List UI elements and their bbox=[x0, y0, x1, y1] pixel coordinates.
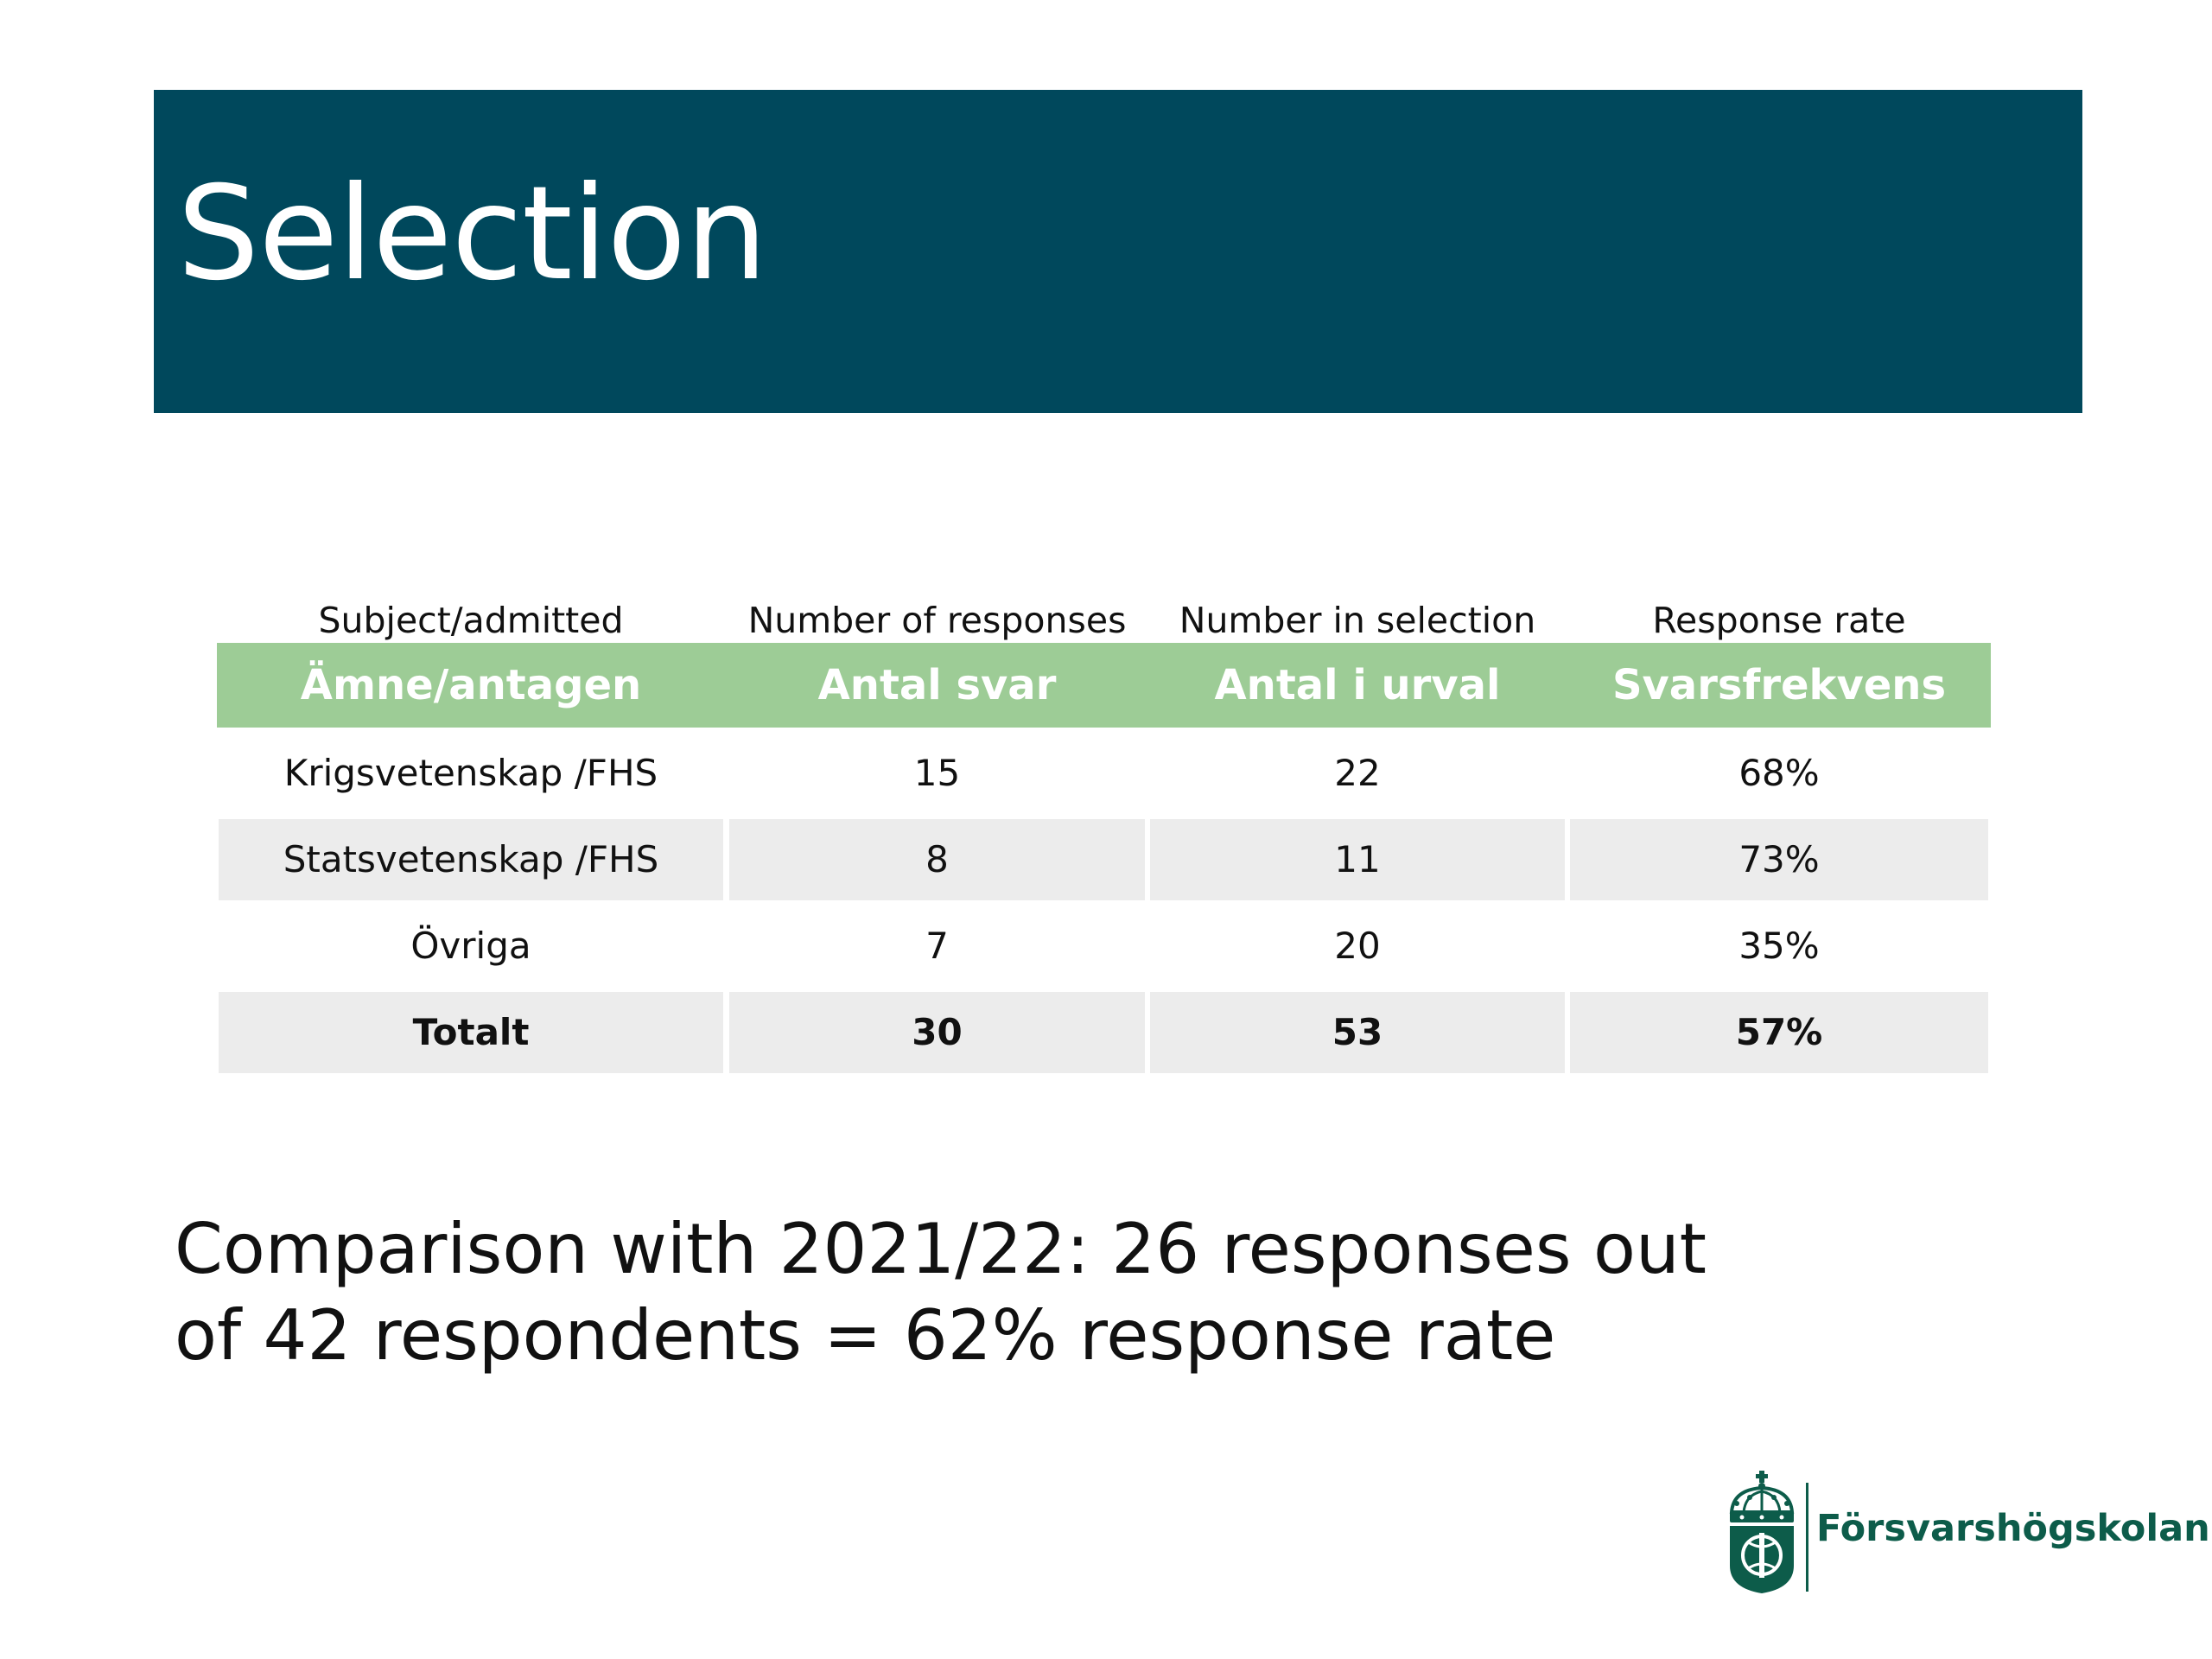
table-cell: 15 bbox=[913, 752, 961, 794]
table-cell: Övriga bbox=[410, 925, 531, 967]
english-header-selection: Number in selection bbox=[1179, 600, 1536, 641]
table-row: Övriga 7 20 35% bbox=[217, 906, 1991, 987]
table-cell: 73% bbox=[1570, 819, 1988, 900]
table-cell: 68% bbox=[1738, 752, 1820, 794]
table-cell: 30 bbox=[729, 992, 1145, 1073]
table-header-cell: Ämne/antagen bbox=[300, 661, 642, 709]
table-header-cell: Antal i urval bbox=[1214, 661, 1501, 709]
english-header-responses: Number of responses bbox=[747, 600, 1127, 641]
comparison-line-1: Comparison with 2021/22: 26 responses ou… bbox=[175, 1209, 1707, 1289]
table-cell: Statsvetenskap /FHS bbox=[219, 819, 723, 900]
table-header-cell: Antal svar bbox=[817, 661, 1057, 709]
table-cell: 22 bbox=[1334, 752, 1381, 794]
table-cell: 11 bbox=[1150, 819, 1565, 900]
comparison-text: Comparison with 2021/22: 26 responses ou… bbox=[175, 1206, 1730, 1379]
table-header-cell: Svarsfrekvens bbox=[1611, 661, 1947, 709]
fhs-logo: Försvarshögskolan bbox=[1719, 1469, 2210, 1599]
table-cell: 57% bbox=[1570, 992, 1988, 1073]
table-cell: Totalt bbox=[219, 992, 723, 1073]
logo-wordmark: Försvarshögskolan bbox=[1816, 1507, 2210, 1550]
english-header-subject: Subject/admitted bbox=[318, 600, 624, 641]
logo-divider bbox=[1806, 1483, 1808, 1592]
title-band: Selection bbox=[154, 90, 2082, 413]
crown-shield-emblem-icon bbox=[1729, 1471, 1795, 1593]
comparison-line-2: of 42 respondents = 62% response rate bbox=[175, 1295, 1556, 1376]
table-row: Statsvetenskap /FHS 8 11 73% bbox=[217, 819, 1991, 900]
slide-title: Selection bbox=[177, 159, 767, 309]
table-cell: 35% bbox=[1738, 925, 1820, 967]
english-header-row: Subject/admitted Number of responses Num… bbox=[217, 596, 1991, 645]
table-header-row: Ämne/antagen Antal svar Antal i urval Sv… bbox=[217, 643, 1991, 728]
table-cell: 7 bbox=[925, 925, 949, 967]
table-cell: 8 bbox=[729, 819, 1145, 900]
table-cell: 20 bbox=[1334, 925, 1381, 967]
english-header-response-rate: Response rate bbox=[1652, 600, 1906, 641]
table-total-row: Totalt 30 53 57% bbox=[217, 992, 1991, 1073]
table-row: Krigsvetenskap /FHS 15 22 68% bbox=[217, 733, 1991, 814]
response-table: Ämne/antagen Antal svar Antal i urval Sv… bbox=[217, 643, 1991, 1073]
table-cell: 53 bbox=[1150, 992, 1565, 1073]
table-cell: Krigsvetenskap /FHS bbox=[283, 752, 658, 794]
